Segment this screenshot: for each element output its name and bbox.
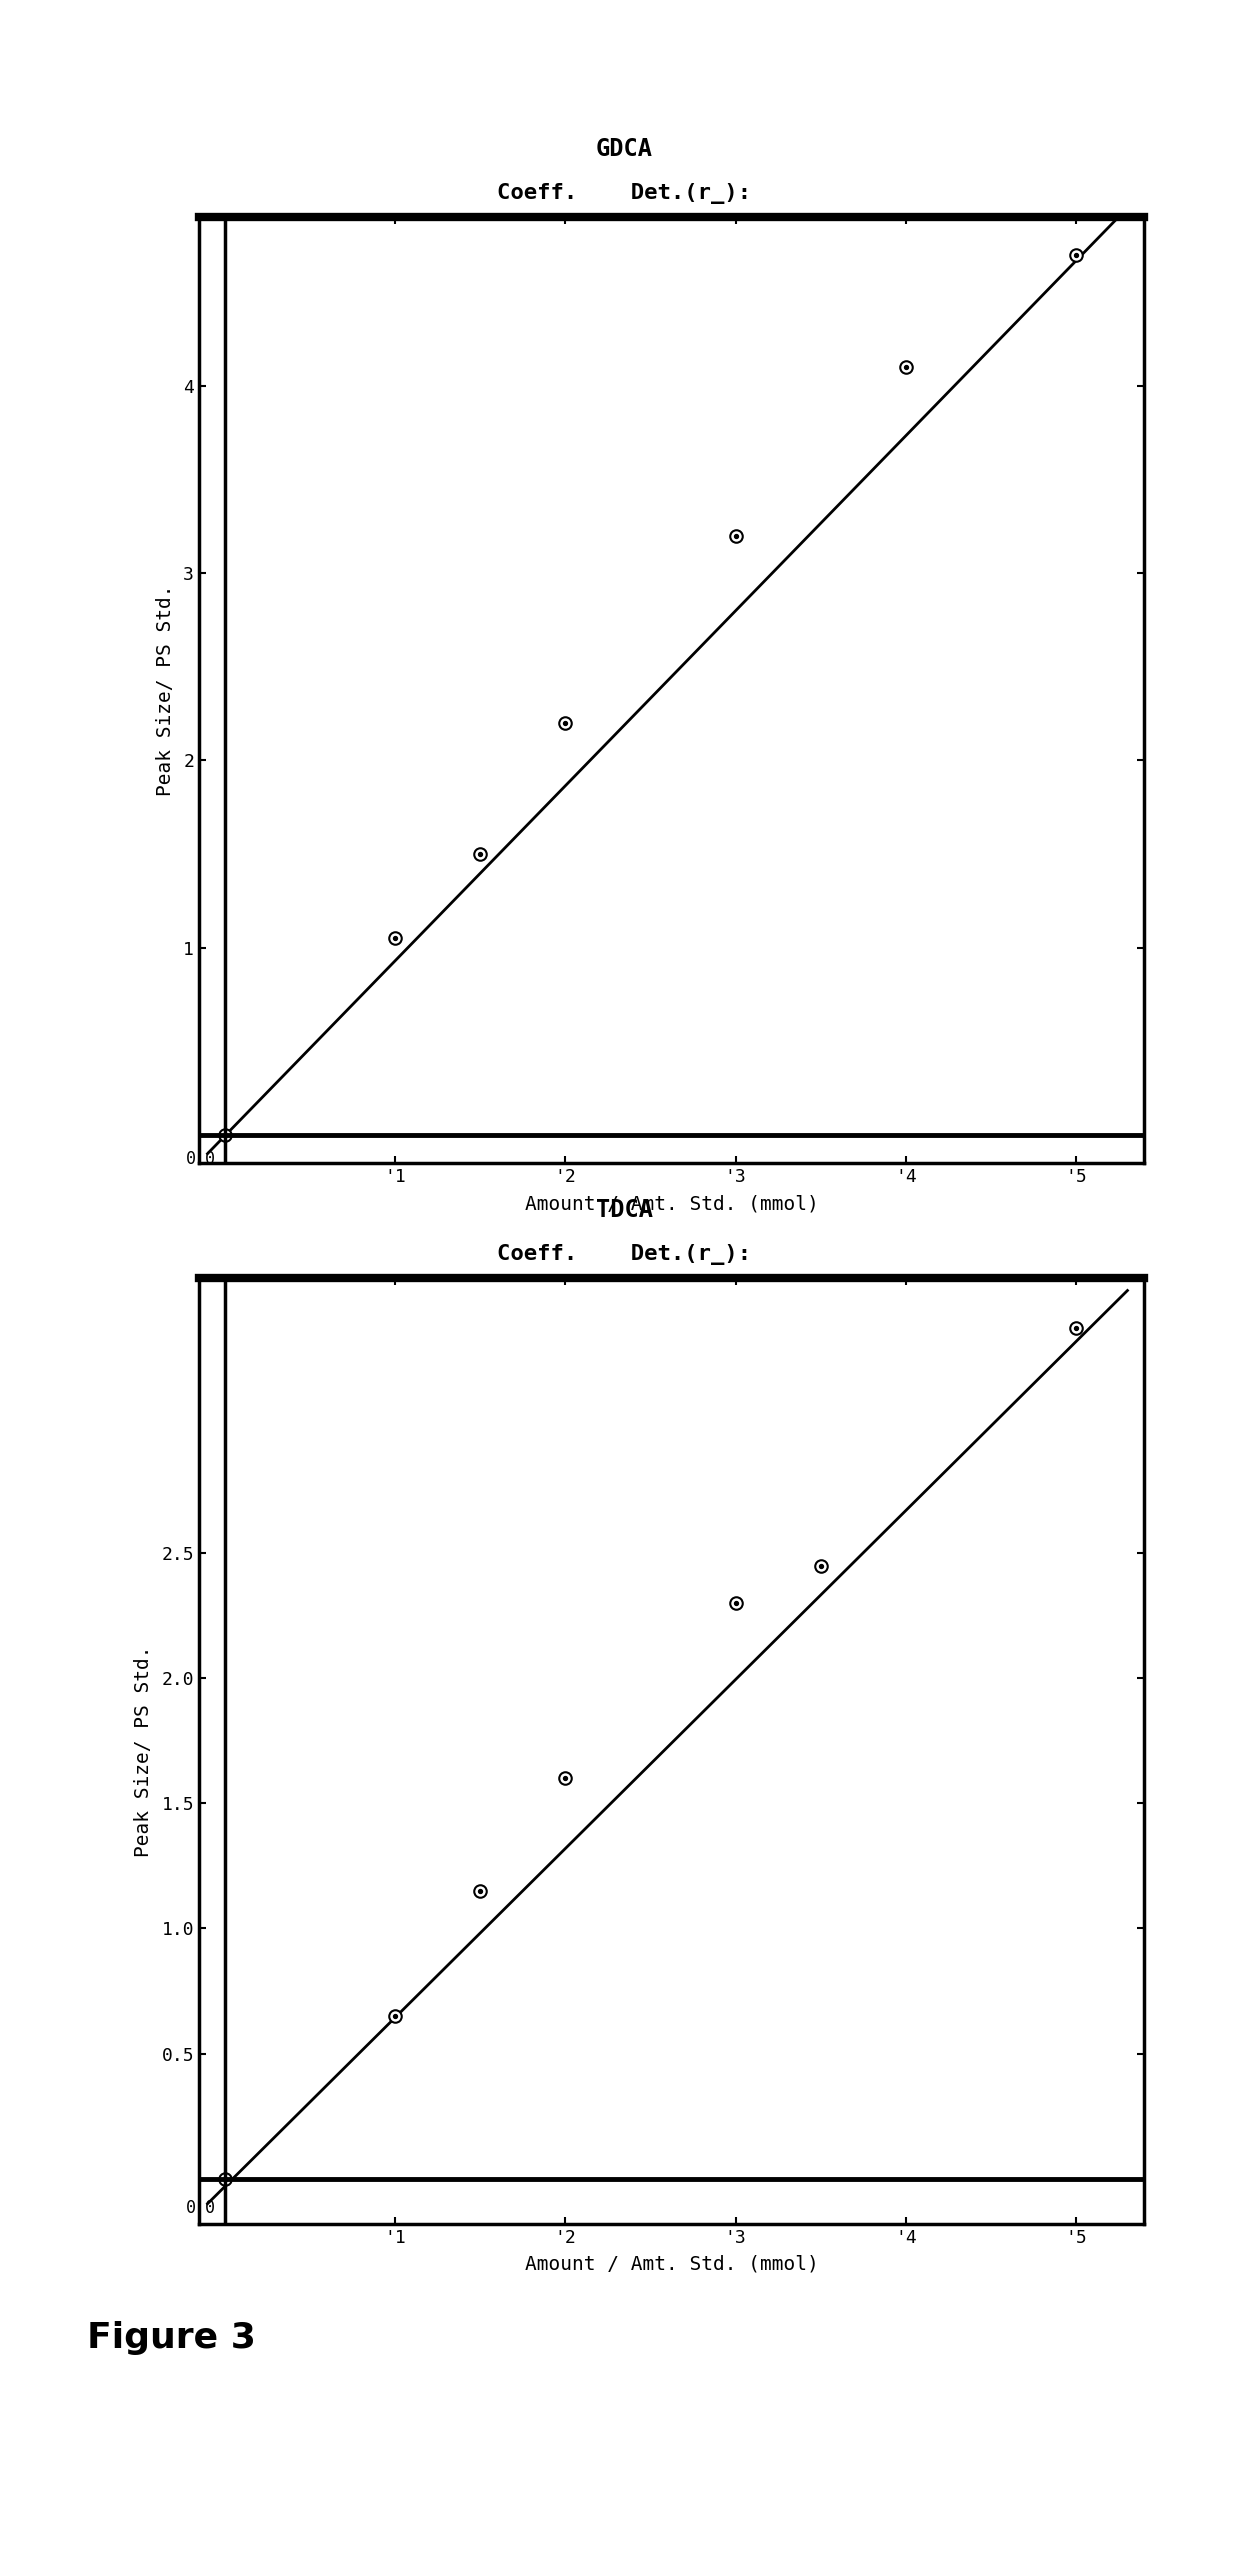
Text: 0.0: 0.0: [187, 2198, 216, 2216]
Point: [215, 2157, 235, 2198]
Point: [555, 1759, 575, 1799]
Text: GDCA: GDCA: [596, 138, 653, 161]
Point: [811, 1546, 831, 1587]
Y-axis label: Peak Size/ PS Std.: Peak Size/ PS Std.: [156, 585, 175, 795]
Point: [1066, 1309, 1086, 1350]
Point: [470, 833, 490, 874]
X-axis label: Amount / Amt. Std. (mmol): Amount / Amt. Std. (mmol): [525, 2254, 819, 2275]
Point: [1066, 235, 1086, 276]
Point: [470, 1871, 490, 1912]
Text: TDCA: TDCA: [596, 1199, 653, 1222]
Point: [725, 516, 745, 557]
Point: [384, 918, 404, 958]
Point: [1066, 1309, 1086, 1350]
Text: Coeff.    Det.(r_):: Coeff. Det.(r_):: [498, 1245, 751, 1265]
Point: [215, 2157, 235, 2198]
Point: [215, 1114, 235, 1155]
Point: [555, 1759, 575, 1799]
Point: [725, 1582, 745, 1623]
Text: Figure 3: Figure 3: [87, 2321, 256, 2354]
Point: [470, 833, 490, 874]
Point: [896, 348, 916, 389]
Point: [384, 1996, 404, 2037]
Point: [215, 1114, 235, 1155]
Point: [1066, 235, 1086, 276]
X-axis label: Amount / Amt. Std. (mmol): Amount / Amt. Std. (mmol): [525, 1194, 819, 1214]
Point: [725, 1582, 745, 1623]
Point: [470, 1871, 490, 1912]
Point: [555, 703, 575, 744]
Text: 0.0: 0.0: [187, 1150, 216, 1168]
Point: [811, 1546, 831, 1587]
Text: Coeff.    Det.(r_):: Coeff. Det.(r_):: [498, 184, 751, 204]
Point: [896, 348, 916, 389]
Point: [384, 1996, 404, 2037]
Y-axis label: Peak Size/ PS Std.: Peak Size/ PS Std.: [134, 1646, 153, 1856]
Point: [725, 516, 745, 557]
Point: [384, 918, 404, 958]
Point: [555, 703, 575, 744]
